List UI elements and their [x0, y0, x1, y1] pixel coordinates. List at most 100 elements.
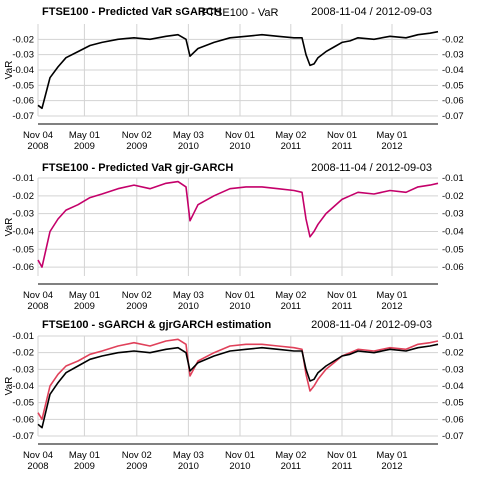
y-tick-label-right: -0.03	[442, 209, 464, 220]
x-tick-year: 2009	[74, 461, 95, 472]
x-tick-label: May 01	[69, 450, 100, 461]
date-range: 2008-11-04 / 2012-09-03	[311, 162, 432, 174]
y-tick-label-right: -0.01	[442, 173, 464, 184]
y-tick-label-right: -0.07	[442, 111, 464, 122]
x-tick-year: 2009	[126, 141, 147, 152]
x-tick-label: May 02	[275, 130, 306, 141]
x-tick-year: 2011	[332, 301, 352, 312]
x-tick-label: Nov 02	[122, 290, 152, 301]
x-tick-label: May 02	[275, 450, 306, 461]
y-tick-label-right: -0.06	[442, 96, 464, 107]
y-tick-label: -0.07	[12, 431, 34, 442]
y-tick-label: -0.06	[12, 96, 34, 107]
x-tick-label: Nov 01	[327, 290, 357, 301]
y-tick-label: -0.07	[12, 111, 34, 122]
y-tick-label-right: -0.02	[442, 34, 464, 45]
x-tick-label: May 01	[376, 450, 407, 461]
x-tick-year: 2008	[27, 301, 48, 312]
series-line-1	[37, 338, 439, 421]
chart-panel-2: FTSE100 - Predicted VaR gjr-GARCH 2008-11…	[4, 162, 464, 312]
x-tick-label: Nov 02	[122, 130, 152, 141]
y-axis-label: VaR	[4, 218, 15, 237]
x-tick-label: Nov 01	[225, 290, 255, 301]
y-tick-label: -0.01	[12, 331, 34, 342]
x-tick-label: Nov 04	[23, 450, 53, 461]
x-tick-label: May 02	[275, 290, 306, 301]
y-tick-label: -0.02	[12, 34, 34, 45]
x-tick-label: Nov 02	[122, 450, 152, 461]
x-tick-year: 2008	[27, 461, 48, 472]
y-axis-label: VaR	[4, 61, 15, 80]
x-tick-year: 2009	[74, 141, 95, 152]
y-tick-label: -0.03	[12, 50, 34, 61]
y-tick-label-right: -0.03	[442, 364, 464, 375]
chart-title: FTSE100 - sGARCH & gjrGARCH estimation	[42, 319, 271, 331]
date-range: 2008-11-04 / 2012-09-03	[311, 319, 432, 331]
y-tick-label-right: -0.04	[442, 65, 464, 76]
y-tick-label: -0.05	[12, 244, 34, 255]
y-tick-label-right: -0.05	[442, 244, 464, 255]
y-tick-label-right: -0.05	[442, 80, 464, 91]
y-tick-label: -0.03	[12, 364, 34, 375]
chart-panel-3: FTSE100 - sGARCH & gjrGARCH estimation 20…	[4, 319, 464, 472]
x-tick-label: Nov 01	[225, 450, 255, 461]
x-tick-label: Nov 01	[327, 450, 357, 461]
y-tick-label-right: -0.06	[442, 262, 464, 273]
x-tick-label: May 03	[173, 130, 204, 141]
x-tick-year: 2012	[381, 461, 402, 472]
y-tick-label-right: -0.02	[442, 348, 464, 359]
x-tick-year: 2009	[126, 301, 147, 312]
y-tick-label-right: -0.03	[442, 50, 464, 61]
x-tick-year: 2011	[332, 461, 352, 472]
y-tick-label: -0.03	[12, 209, 34, 220]
y-tick-label: -0.04	[12, 381, 34, 392]
x-tick-year: 2010	[178, 301, 199, 312]
series-line-2	[37, 343, 439, 429]
x-tick-year: 2012	[381, 301, 402, 312]
y-tick-label: -0.06	[12, 414, 34, 425]
y-tick-label: -0.04	[12, 65, 34, 76]
x-tick-label: May 03	[173, 450, 204, 461]
y-axis-label: VaR	[4, 377, 15, 396]
y-tick-label-right: -0.04	[442, 226, 464, 237]
y-tick-label-right: -0.05	[442, 398, 464, 409]
x-tick-year: 2010	[178, 141, 199, 152]
y-tick-label: -0.02	[12, 348, 34, 359]
y-tick-label-right: -0.04	[442, 381, 464, 392]
x-tick-label: Nov 04	[23, 130, 53, 141]
chart-panel-1: FTSE100 - Predicted VaR sGARCH 2008-11-04…	[4, 6, 464, 152]
x-tick-year: 2010	[178, 461, 199, 472]
series-line-1	[37, 180, 439, 268]
y-tick-label-right: -0.01	[442, 331, 464, 342]
y-tick-label-right: -0.02	[442, 191, 464, 202]
x-tick-label: May 01	[69, 290, 100, 301]
x-tick-year: 2011	[281, 301, 301, 312]
x-tick-label: Nov 01	[327, 130, 357, 141]
chart-title: FTSE100 - Predicted VaR gjr-GARCH	[42, 162, 233, 174]
x-tick-label: May 01	[69, 130, 100, 141]
x-tick-year: 2009	[74, 301, 95, 312]
y-tick-label-right: -0.06	[442, 414, 464, 425]
y-tick-label: -0.05	[12, 80, 34, 91]
x-tick-year: 2012	[381, 141, 402, 152]
x-tick-year: 2011	[332, 141, 352, 152]
x-tick-year: 2011	[281, 141, 301, 152]
x-tick-label: May 01	[376, 290, 407, 301]
x-tick-year: 2009	[126, 461, 147, 472]
y-tick-label-right: -0.07	[442, 431, 464, 442]
date-range: 2008-11-04 / 2012-09-03	[311, 6, 432, 18]
figure-title: FTSE100 - VaR	[202, 7, 279, 19]
x-tick-year: 2011	[281, 461, 301, 472]
x-tick-label: May 01	[376, 130, 407, 141]
y-tick-label: -0.05	[12, 398, 34, 409]
y-tick-label: -0.04	[12, 226, 34, 237]
y-tick-label: -0.01	[12, 173, 34, 184]
y-tick-label: -0.06	[12, 262, 34, 273]
x-tick-year: 2010	[229, 461, 250, 472]
x-tick-label: Nov 04	[23, 290, 53, 301]
x-tick-year: 2010	[229, 301, 250, 312]
x-tick-label: May 03	[173, 290, 204, 301]
series-line-1	[37, 30, 439, 110]
x-tick-year: 2010	[229, 141, 250, 152]
